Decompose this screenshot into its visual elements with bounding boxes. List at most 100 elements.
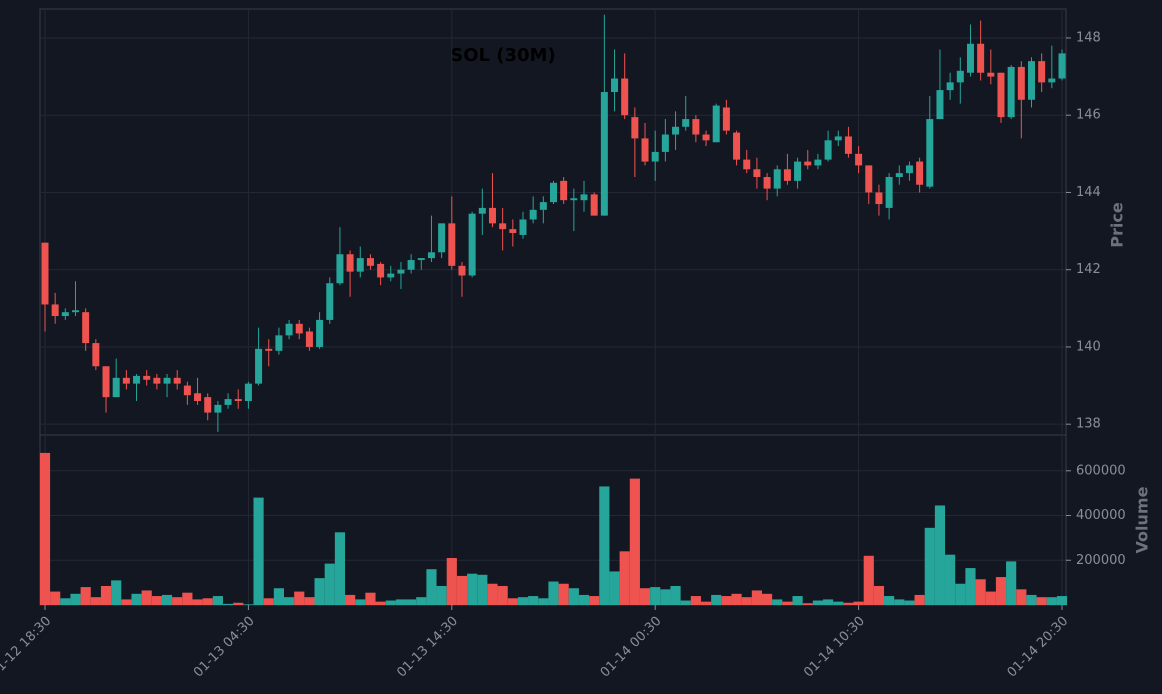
- candle-body: [560, 180, 568, 201]
- volume-bar: [314, 578, 325, 605]
- volume-bar: [182, 592, 193, 605]
- volume-bar: [965, 568, 976, 605]
- candle-body: [488, 207, 496, 224]
- volume-bar: [456, 575, 468, 605]
- volume-bar: [650, 587, 661, 605]
- candle-body: [438, 223, 446, 253]
- candle-body: [255, 348, 263, 384]
- volume-bar: [1016, 589, 1027, 605]
- volume-bar: [680, 600, 691, 605]
- volume-bar: [721, 596, 732, 605]
- volume-bar: [873, 585, 885, 605]
- volume-bar: [731, 593, 742, 605]
- volume-bar: [1006, 561, 1017, 605]
- volume-bar: [365, 592, 376, 605]
- candle-body: [214, 404, 222, 413]
- volume-bar: [884, 596, 895, 605]
- candle-body: [224, 399, 232, 405]
- candle-body: [478, 207, 486, 214]
- volume-bar: [111, 580, 122, 605]
- volume-bar: [1036, 597, 1047, 605]
- candle-body: [875, 192, 883, 205]
- candle-body: [621, 78, 629, 116]
- volume-bar: [934, 505, 946, 605]
- candle-body: [702, 134, 710, 141]
- candle-body: [672, 126, 680, 135]
- candle-body: [163, 377, 171, 384]
- candle-body: [387, 273, 395, 278]
- volume-bar: [375, 601, 386, 605]
- volume-bar: [924, 527, 935, 605]
- candle-body: [377, 263, 385, 278]
- volume-bar: [507, 598, 518, 605]
- volume-bar: [385, 600, 396, 605]
- y-tick-label: 148: [1076, 30, 1101, 45]
- volume-bar: [528, 596, 539, 605]
- volume-bar: [853, 601, 864, 605]
- volume-bar: [141, 590, 152, 605]
- candle-body: [926, 119, 934, 187]
- volume-bar: [985, 591, 996, 605]
- volume-bar: [660, 589, 671, 605]
- volume-bar: [772, 599, 783, 605]
- candle-body: [987, 72, 995, 77]
- volume-bar: [690, 596, 701, 605]
- candle-body: [814, 159, 822, 166]
- volume-bar: [1046, 597, 1057, 605]
- volume-bar: [60, 598, 71, 605]
- candle-body: [651, 151, 659, 162]
- candle-body: [682, 119, 690, 127]
- candle-body: [417, 258, 425, 261]
- candle-body: [763, 177, 771, 189]
- volume-axis-label: Volume: [1133, 486, 1152, 553]
- candle-body: [1027, 61, 1035, 100]
- candle-body: [336, 254, 344, 284]
- y-axis-label: Price: [1108, 202, 1127, 248]
- volume-bar: [904, 600, 915, 605]
- volume-bar: [823, 599, 834, 605]
- volume-bar: [863, 555, 874, 605]
- volume-bar: [477, 574, 488, 605]
- candle-body: [61, 312, 69, 317]
- volume-bar: [131, 593, 142, 605]
- candle-body: [977, 43, 985, 73]
- candle-body: [204, 397, 212, 413]
- volume-bar: [843, 602, 854, 605]
- candle-body: [122, 377, 130, 384]
- volume-bar: [273, 588, 284, 605]
- volume-bar: [355, 599, 366, 605]
- candle-body: [804, 161, 812, 166]
- volume-bar: [497, 585, 508, 605]
- candle-body: [356, 258, 364, 272]
- volume-bar: [975, 579, 986, 605]
- volume-bar: [914, 594, 925, 605]
- volume-bar: [609, 571, 620, 605]
- volume-bar: [558, 583, 569, 605]
- candle-body: [956, 70, 964, 83]
- volume-bar: [578, 594, 590, 605]
- chart-title: SOL (30M): [450, 45, 555, 66]
- candle-body: [936, 90, 944, 120]
- volume-bar: [253, 497, 264, 605]
- candle-body: [458, 265, 466, 276]
- candle-body: [855, 153, 863, 166]
- candle-body: [895, 173, 903, 178]
- volume-bar: [222, 603, 234, 605]
- volume-bar: [711, 594, 722, 605]
- volume-bar: [294, 591, 305, 605]
- volume-tick-label: 400000: [1076, 508, 1126, 523]
- candle-body: [753, 169, 761, 178]
- volume-bar: [1026, 594, 1037, 605]
- candle-body: [580, 194, 588, 201]
- volume-bar: [945, 554, 956, 605]
- candle-body: [275, 335, 283, 351]
- volume-bar: [334, 532, 346, 605]
- volume-bar: [894, 599, 905, 605]
- candle-body: [72, 310, 80, 313]
- candle-body: [844, 136, 852, 154]
- volume-bar: [243, 604, 254, 605]
- y-tick-label: 144: [1076, 185, 1101, 200]
- volume-bar: [324, 563, 335, 605]
- volume-bar: [639, 588, 651, 605]
- candle-body: [824, 140, 832, 160]
